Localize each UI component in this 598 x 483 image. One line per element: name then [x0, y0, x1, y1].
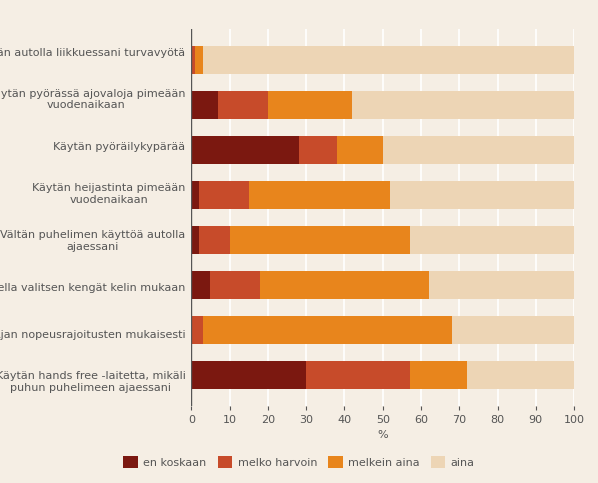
Bar [191, 316, 203, 343]
Bar [249, 181, 390, 209]
Bar [191, 46, 195, 74]
X-axis label: %: % [377, 430, 388, 440]
Bar [191, 361, 306, 389]
Text: Käytän pyörässä ajovaloja pimeään
vuodenaikaan: Käytän pyörässä ajovaloja pimeään vuoden… [0, 89, 185, 111]
Bar [195, 46, 203, 74]
Text: Käytän autolla liikkuessani turvavyötä: Käytän autolla liikkuessani turvavyötä [0, 47, 185, 57]
Bar [306, 361, 410, 389]
Bar [191, 136, 298, 164]
Text: Vältän puhelimen käyttöä autolla
ajaessani: Vältän puhelimen käyttöä autolla ajaessa… [0, 230, 185, 252]
Text: Käytän heijastinta pimeään
vuodenaikaan: Käytän heijastinta pimeään vuodenaikaan [32, 183, 185, 205]
Text: Käytän hands free -laitetta, mikäli
puhun puhelimeen ajaessani: Käytän hands free -laitetta, mikäli puhu… [0, 371, 185, 393]
Bar [191, 226, 199, 254]
Bar [337, 136, 383, 164]
Bar [218, 91, 268, 119]
Bar [429, 271, 574, 298]
Bar [268, 91, 352, 119]
Bar [230, 226, 410, 254]
Text: Talvella valitsen kengät kelin mukaan: Talvella valitsen kengät kelin mukaan [0, 283, 185, 293]
Bar [298, 136, 337, 164]
Bar [203, 46, 574, 74]
Bar [410, 226, 574, 254]
Bar [210, 271, 260, 298]
Bar [451, 316, 574, 343]
Bar [199, 181, 249, 209]
Legend: en koskaan, melko harvoin, melkein aina, aina: en koskaan, melko harvoin, melkein aina,… [118, 452, 480, 472]
Text: Ajan nopeusrajoitusten mukaisesti: Ajan nopeusrajoitusten mukaisesti [0, 330, 185, 340]
Bar [467, 361, 574, 389]
Bar [191, 181, 199, 209]
Bar [352, 91, 574, 119]
Bar [410, 361, 467, 389]
Text: Käytän pyöräilykypärää: Käytän pyöräilykypärää [53, 142, 185, 152]
Bar [203, 316, 451, 343]
Bar [383, 136, 574, 164]
Bar [390, 181, 574, 209]
Bar [191, 271, 210, 298]
Bar [260, 271, 429, 298]
Bar [199, 226, 230, 254]
Bar [191, 91, 218, 119]
